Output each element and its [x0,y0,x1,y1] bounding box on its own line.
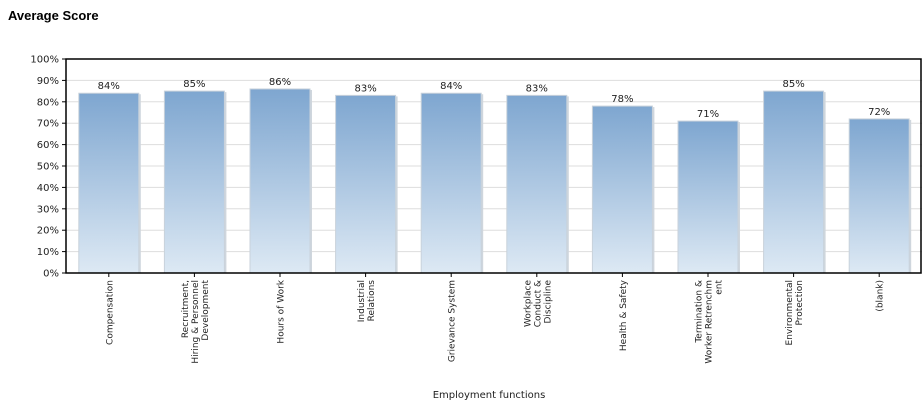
bar [677,120,739,274]
x-tick-label-line: Hiring & Personnel [191,280,201,364]
y-tick-label: 40% [37,183,59,194]
page-title: Average Score [8,8,99,23]
x-tick-label-line: ent [715,280,725,295]
y-axis-ticks: 0% 10% 20% 30% 40% 50% 60% 70% 80% 90% 100% [30,55,66,280]
y-tick-label: 80% [37,97,59,108]
y-tick-label: 60% [37,140,59,151]
plot-frame [65,58,922,274]
x-tick-label-line: Hours of Work [277,279,287,343]
bar [78,92,140,274]
x-tick-label: Industrial Relations [357,280,377,323]
bar [848,118,910,274]
y-tick-label: 10% [37,247,59,258]
x-tick-label-line: Protection [795,280,805,326]
data-label: 85% [183,79,205,90]
y-tick-label: 50% [37,162,59,173]
x-tick-label: Workplace Conduct & Discipline [523,280,553,328]
x-tick-label-line: Discipline [543,280,553,324]
bar [335,94,397,274]
x-tick-label: Compensation [105,280,115,345]
y-tick-label: 0% [43,269,59,280]
x-tick-label-line: Termination & [695,280,705,344]
x-tick-label-line: Grievance System [448,280,458,362]
x-tick-label-line: Compensation [105,280,115,345]
x-tick-label-line: Environmental [785,280,795,345]
data-label: 72% [868,107,890,118]
y-tick-label: 20% [37,226,59,237]
bar [249,88,311,274]
y-tick-label: 90% [37,76,59,87]
y-tick-label: 100% [30,55,59,66]
data-label: 85% [782,79,804,90]
x-tick-label-line: Recruitment, [181,280,191,338]
x-tick-label-line: Development [201,280,211,341]
data-label: 83% [354,83,376,94]
x-tick-label: Environmental Protection [785,280,805,345]
data-labels: 84% 85% 86% 83% 84% 83% 78% 71% 85% 72% [98,77,891,120]
data-label: 84% [98,81,120,92]
data-label: 83% [526,83,548,94]
x-tick-label-line: Conduct & [533,280,543,327]
x-tick-label: Hours of Work [277,279,287,343]
x-tick-label: Grievance System [448,280,458,362]
x-tick-label-line: (blank) [876,280,886,312]
bar [506,94,568,274]
x-tick-label-line: Workplace [523,280,533,327]
bar [163,90,225,274]
bar [763,90,825,274]
x-tick-label-line: Health & Safety [619,279,629,351]
bar [591,105,653,274]
data-label: 84% [440,81,462,92]
x-tick-label: (blank) [876,280,886,312]
x-tick-label: Health & Safety [619,279,629,351]
x-tick-label-line: Industrial [357,280,367,322]
bar [420,92,482,274]
data-label: 86% [269,77,291,88]
x-axis-title: Employment functions [433,390,546,401]
data-label: 78% [611,94,633,105]
y-tick-label: 70% [37,119,59,130]
x-tick-label-line: Relations [367,280,377,322]
x-tick-label-line: Worker Retrenchm [705,280,715,364]
x-tick-label: Recruitment, Hiring & Personnel Developmen… [181,280,211,364]
x-axis-ticks: Compensation Recruitment, Hiring & Personn… [105,273,886,364]
x-tick-label: Termination & Worker Retrenchm ent [695,280,725,364]
bars [78,88,912,274]
y-tick-label: 30% [37,204,59,215]
data-label: 71% [697,109,719,120]
